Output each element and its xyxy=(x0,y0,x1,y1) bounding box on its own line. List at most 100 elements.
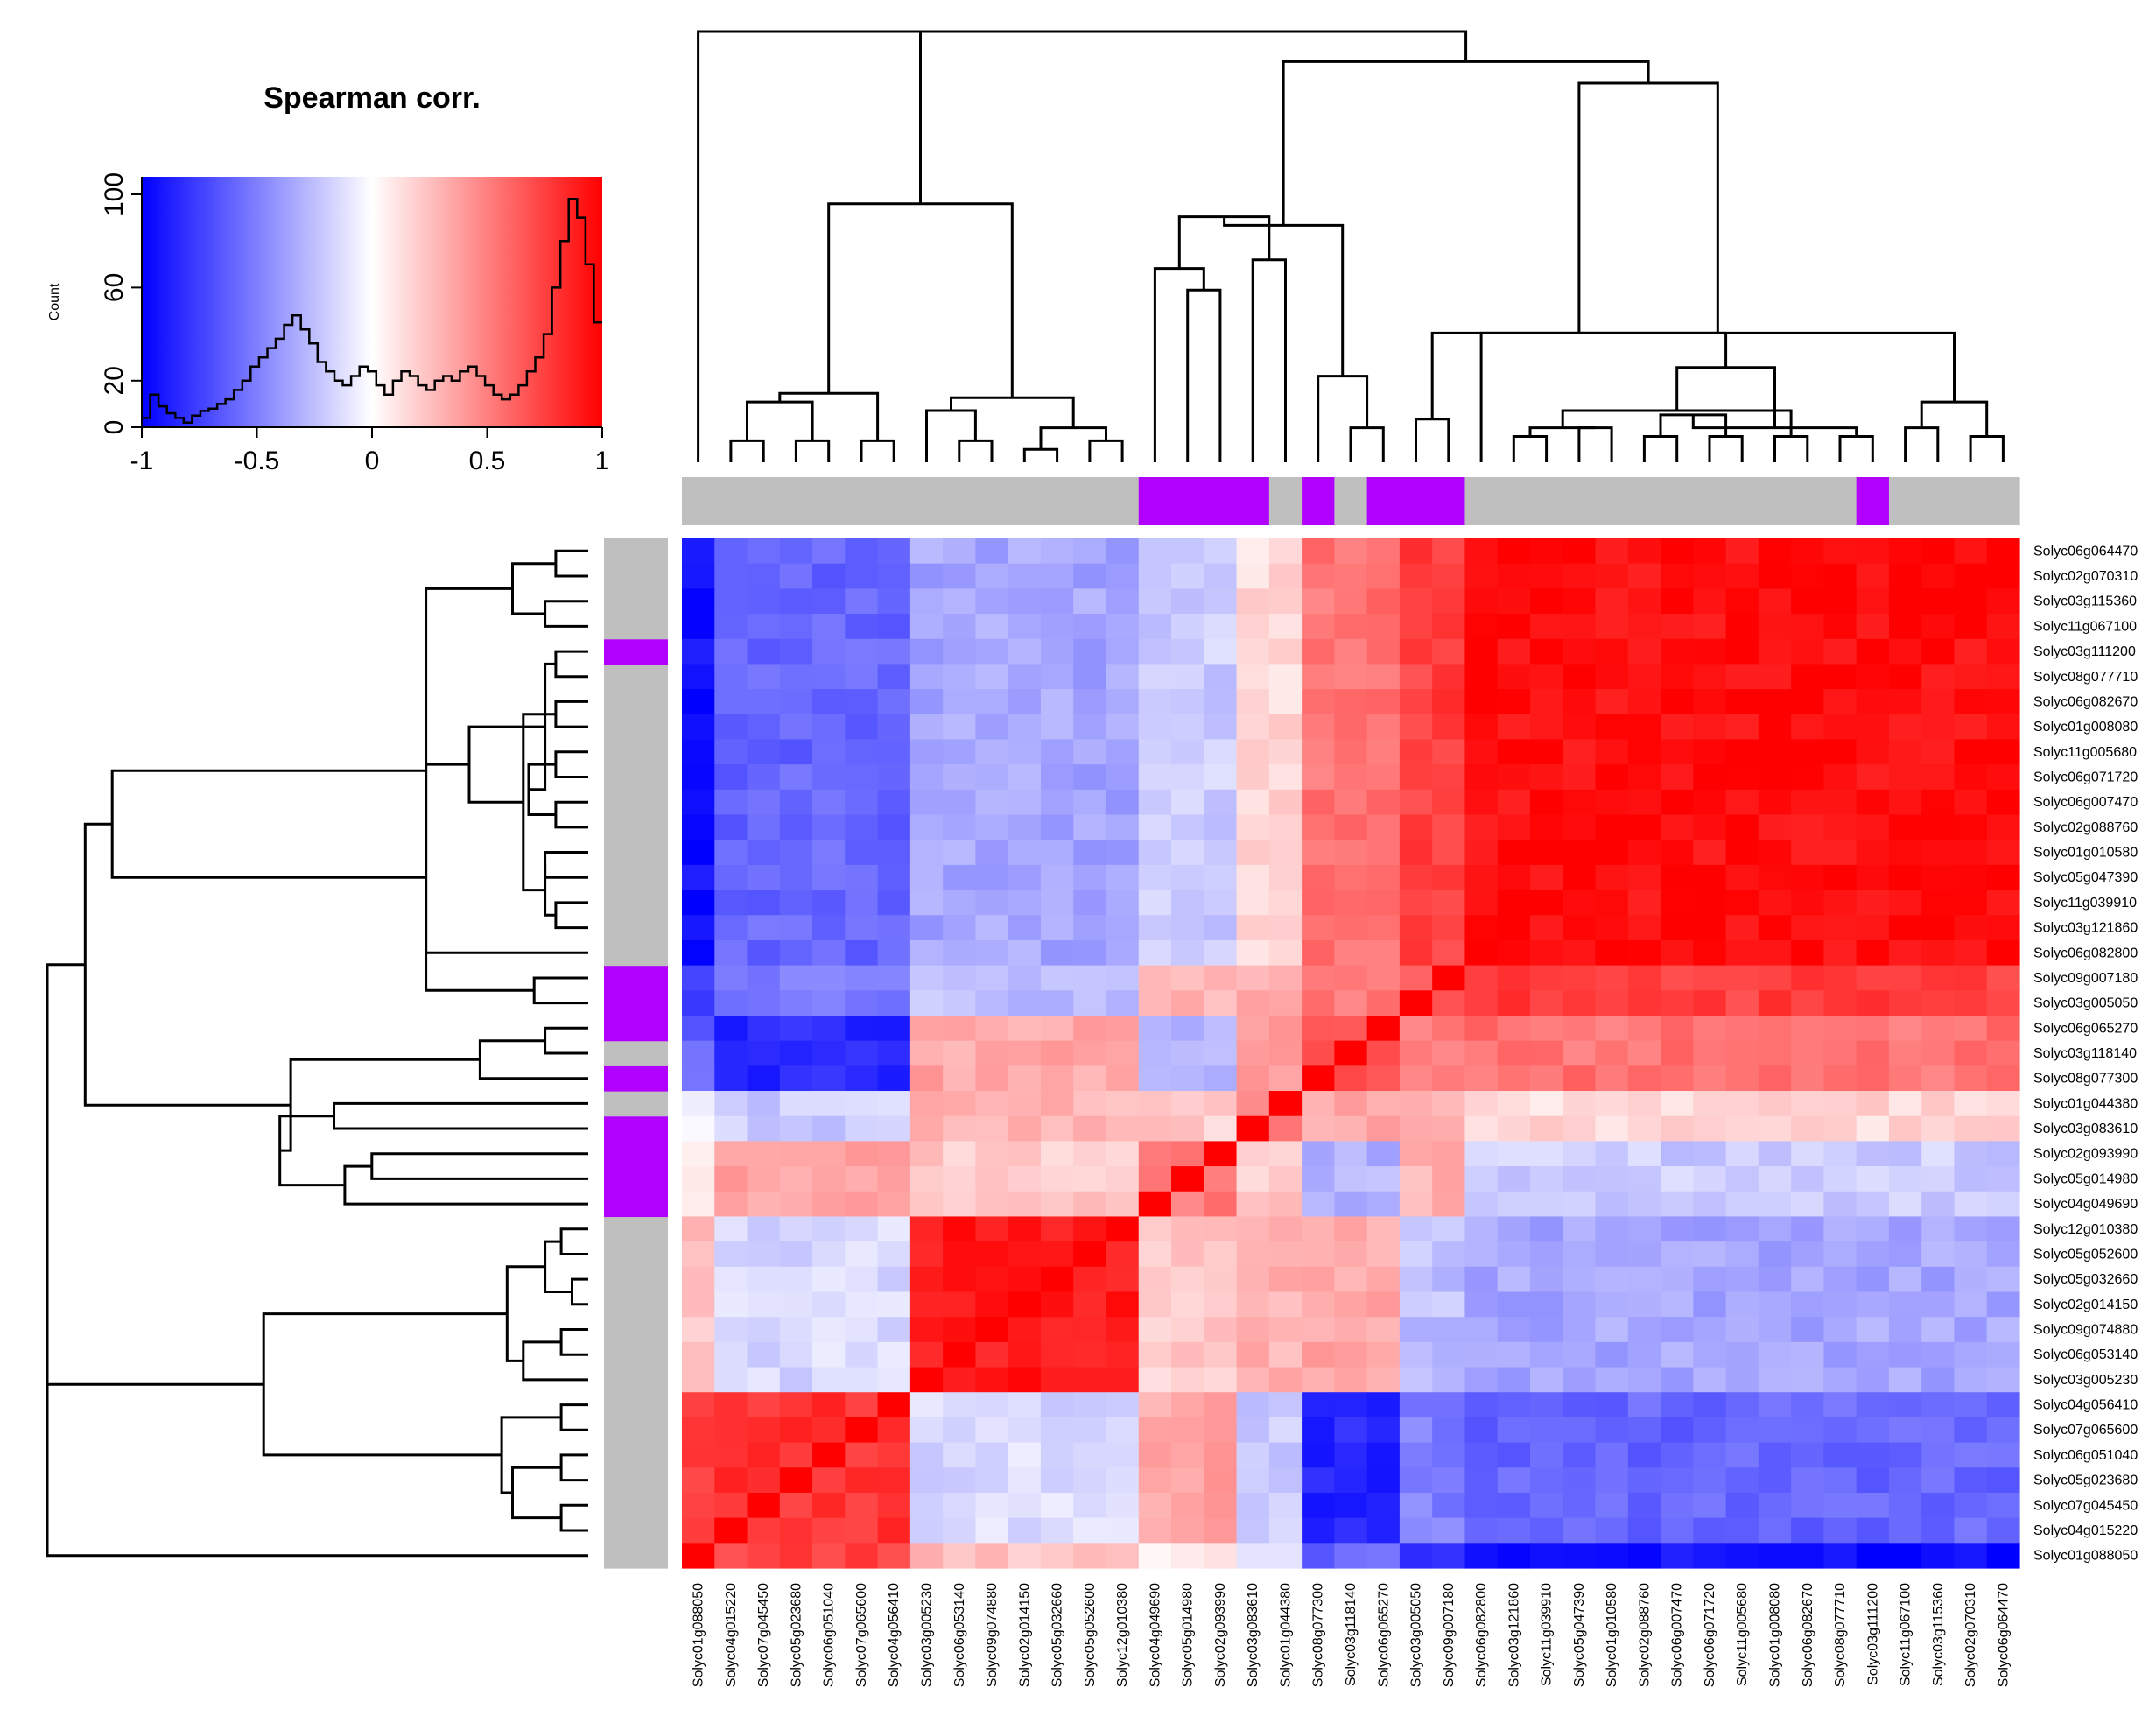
heatmap-cell xyxy=(1856,1241,1890,1268)
heatmap-cell xyxy=(682,1417,715,1444)
heatmap-cell xyxy=(1758,1141,1792,1167)
heatmap-cell xyxy=(845,588,879,615)
row-dendrogram-link xyxy=(262,1312,508,1457)
heatmap-cell xyxy=(1399,1040,1433,1066)
heatmap-cell xyxy=(1268,939,1303,967)
heatmap-cell xyxy=(1171,965,1204,991)
heatmap-cell xyxy=(1823,965,1858,991)
heatmap-cell xyxy=(1138,614,1172,640)
heatmap-cell xyxy=(1791,915,1824,941)
heatmap-cell xyxy=(1627,1015,1661,1042)
heatmap-cell xyxy=(1888,1291,1922,1318)
heatmap-cell xyxy=(1366,614,1401,640)
heatmap-cell xyxy=(1758,1266,1792,1293)
heatmap-cell xyxy=(1986,965,2020,991)
heatmap-cell xyxy=(845,1015,879,1042)
heatmap-cell xyxy=(1856,664,1890,690)
heatmap-cell xyxy=(1106,864,1140,891)
heatmap-cell xyxy=(1986,939,2020,967)
heatmap-cell xyxy=(1693,614,1727,640)
heatmap-cell xyxy=(1268,588,1303,615)
heatmap-cell xyxy=(1464,1517,1499,1544)
row-group-cell xyxy=(604,890,668,916)
heatmap-cell xyxy=(1529,1166,1563,1192)
heatmap-cell xyxy=(1954,915,1988,941)
heatmap-cell xyxy=(1693,990,1727,1016)
row-group-cell xyxy=(604,1492,668,1519)
heatmap-cell xyxy=(1366,714,1401,741)
column-dendrogram-link xyxy=(1349,426,1385,462)
heatmap-cell xyxy=(1791,1492,1824,1519)
heatmap-cell xyxy=(779,1492,813,1519)
row-group-cell xyxy=(604,915,668,941)
heatmap-cell xyxy=(779,1015,813,1042)
heatmap-cell xyxy=(1138,588,1172,615)
heatmap-cell xyxy=(1986,1341,2020,1368)
heatmap-cell xyxy=(1529,538,1563,565)
heatmap-cell xyxy=(943,1166,977,1192)
heatmap-cell xyxy=(1106,1191,1140,1218)
heatmap-cell xyxy=(1595,1367,1629,1393)
heatmap-cell xyxy=(1302,1417,1335,1444)
heatmap-cell xyxy=(714,614,748,640)
heatmap-cell xyxy=(1008,1115,1042,1142)
heatmap-cell xyxy=(1823,939,1858,967)
heatmap-cell xyxy=(779,1191,813,1218)
column-label: Solyc06g007470 xyxy=(1670,1583,1685,1687)
heatmap-cell xyxy=(1106,814,1140,840)
heatmap-cell xyxy=(682,1015,715,1042)
heatmap-cell xyxy=(1008,1467,1042,1494)
heatmap-cell xyxy=(975,714,1009,741)
heatmap-cell xyxy=(1399,1543,1433,1569)
heatmap-cell xyxy=(1236,538,1270,565)
heatmap-cell xyxy=(1008,939,1042,967)
heatmap-cell xyxy=(1268,614,1303,640)
heatmap-cell xyxy=(909,1341,944,1368)
heatmap-cell xyxy=(1888,1517,1922,1544)
heatmap-cell xyxy=(1661,990,1694,1016)
heatmap-cell xyxy=(747,1367,781,1393)
heatmap-cell xyxy=(779,1266,813,1293)
heatmap-cell xyxy=(1986,864,2020,891)
heatmap-cell xyxy=(975,864,1009,891)
heatmap-cell xyxy=(1725,1417,1759,1444)
heatmap-cell xyxy=(1008,840,1042,866)
heatmap-cell xyxy=(1986,1392,2020,1418)
heatmap-cell xyxy=(1627,563,1661,589)
heatmap-cell xyxy=(1008,1091,1042,1117)
heatmap-cell xyxy=(1204,739,1238,765)
row-dendrogram-link xyxy=(554,800,588,829)
heatmap-cell xyxy=(714,1291,748,1318)
heatmap-cell xyxy=(1302,1266,1335,1293)
heatmap-cell xyxy=(1040,664,1074,690)
heatmap-cell xyxy=(1921,990,1956,1016)
heatmap-cell xyxy=(1138,1442,1172,1468)
heatmap-cell xyxy=(1040,1241,1074,1268)
row-dendrogram-link xyxy=(559,1403,588,1431)
heatmap-cell xyxy=(1497,614,1531,640)
heatmap-cell xyxy=(1888,764,1922,791)
heatmap-cell xyxy=(1661,1216,1694,1242)
column-label: Solyc05g023680 xyxy=(789,1583,804,1687)
column-group-cell xyxy=(1302,477,1335,525)
heatmap-cell xyxy=(1334,689,1368,715)
row-dendrogram xyxy=(46,549,588,1558)
column-label: Solyc01g010580 xyxy=(1605,1583,1619,1687)
heatmap-cell xyxy=(747,1216,781,1242)
heatmap-cell xyxy=(1725,965,1759,991)
heatmap-cell xyxy=(1073,1166,1107,1192)
heatmap-cell xyxy=(877,1191,911,1218)
heatmap-cell xyxy=(1791,1015,1824,1042)
heatmap-cell xyxy=(943,990,977,1016)
heatmap-cell xyxy=(1661,1341,1694,1368)
heatmap-cell xyxy=(1204,1141,1238,1167)
heatmap-cell xyxy=(1497,563,1531,589)
heatmap-cell xyxy=(975,1517,1009,1544)
heatmap-cell xyxy=(1236,1291,1270,1318)
heatmap-cell xyxy=(1791,840,1824,866)
heatmap-cell xyxy=(1138,1417,1172,1444)
heatmap-cell xyxy=(1791,1065,1824,1092)
heatmap-cell xyxy=(1464,965,1499,991)
heatmap-cell xyxy=(1758,638,1792,665)
heatmap-cell xyxy=(812,1141,846,1167)
